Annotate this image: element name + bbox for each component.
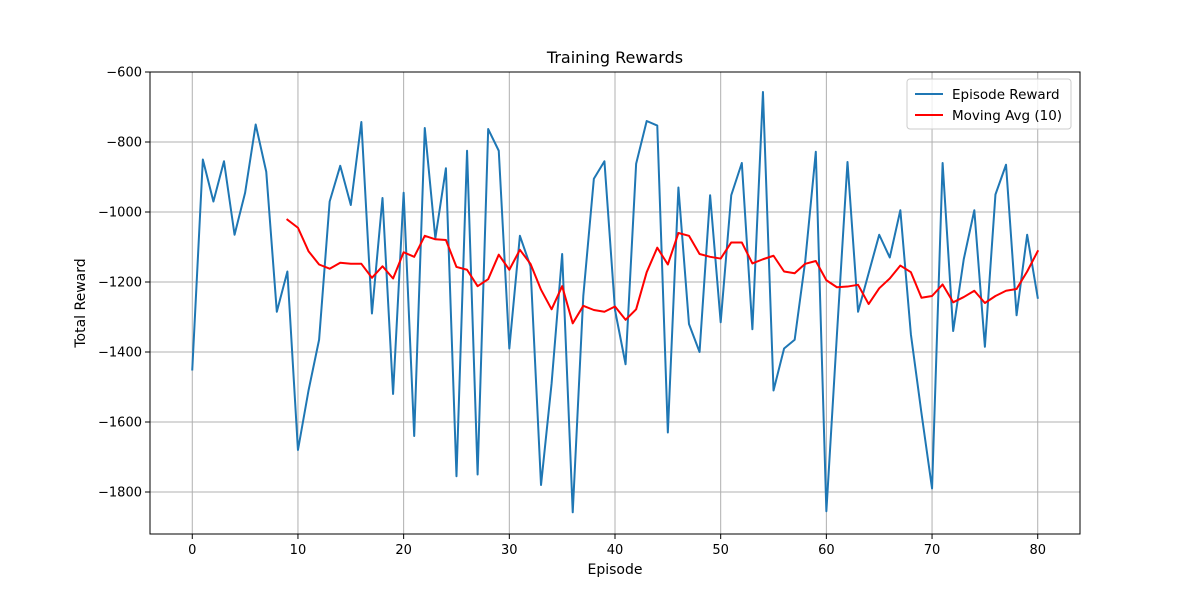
- y-tick-label: −1600: [98, 416, 142, 431]
- x-tick-label: 80: [1029, 543, 1046, 558]
- legend-box: [906, 78, 1072, 130]
- y-axis: −1800 −1600 −1400 −1200 −1000 −800 −600: [98, 66, 150, 501]
- x-axis-label: Episode: [588, 562, 643, 578]
- x-tick-label: 50: [712, 543, 729, 558]
- chart-title: Training Rewards: [546, 48, 683, 67]
- series-line-1: [285, 218, 1040, 325]
- x-tick-label: 70: [924, 543, 941, 558]
- legend-label: Moving Avg (10): [952, 108, 1062, 124]
- legend: Episode Reward Moving Avg (10): [906, 78, 1072, 130]
- legend-label: Episode Reward: [952, 87, 1060, 103]
- series-line-0: [191, 90, 1039, 514]
- x-axis: 0 10 20 30 40 50 60 70 80: [188, 534, 1046, 558]
- x-tick-label: 30: [501, 543, 518, 558]
- y-tick-label: −600: [106, 66, 142, 81]
- y-tick-label: −1200: [98, 276, 142, 291]
- y-axis-label: Total Reward: [73, 258, 89, 348]
- y-tick-label: −1000: [98, 206, 142, 221]
- x-tick-label: 20: [395, 543, 412, 558]
- x-tick-label: 40: [607, 543, 624, 558]
- y-tick-label: −800: [106, 136, 142, 151]
- y-tick-label: −1400: [98, 346, 142, 361]
- x-tick-label: 10: [290, 543, 307, 558]
- x-tick-label: 60: [818, 543, 835, 558]
- series-layer: [191, 90, 1040, 514]
- x-tick-label: 0: [188, 543, 196, 558]
- grid: [150, 71, 1080, 534]
- y-tick-label: −1800: [98, 486, 142, 501]
